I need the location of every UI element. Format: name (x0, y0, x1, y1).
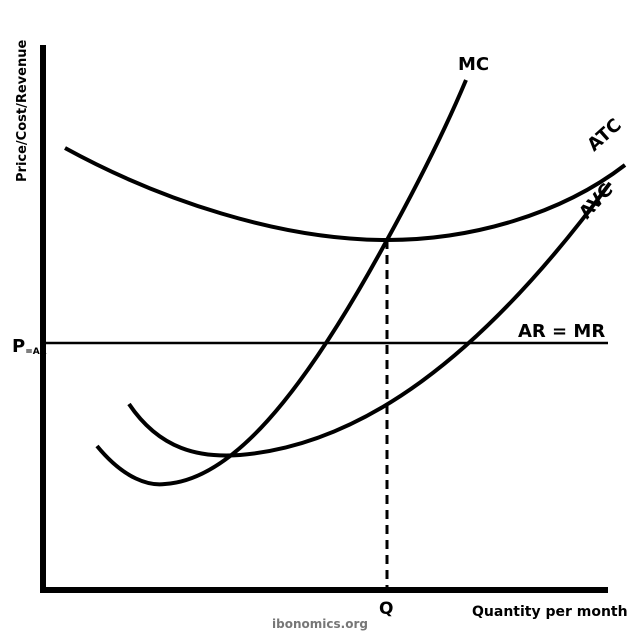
avc-label: AVC (575, 180, 617, 224)
atc-curve (64, 146, 627, 243)
price-label-sub: =AR (25, 347, 47, 357)
price-label-main: P (12, 336, 25, 357)
site-credit: ibonomics.org (272, 617, 368, 631)
x-axis-label: Quantity per month (472, 604, 628, 620)
atc-label: ATC (583, 115, 625, 156)
avc-curve (127, 181, 612, 458)
ar-mr-label: AR = MR (518, 321, 605, 342)
price-label: P=AR (12, 336, 47, 357)
mc-curve (95, 79, 468, 487)
quantity-label: Q (379, 599, 393, 619)
y-axis-label: Price/Cost/Revenue (15, 40, 30, 182)
mc-label: MC (458, 54, 489, 75)
